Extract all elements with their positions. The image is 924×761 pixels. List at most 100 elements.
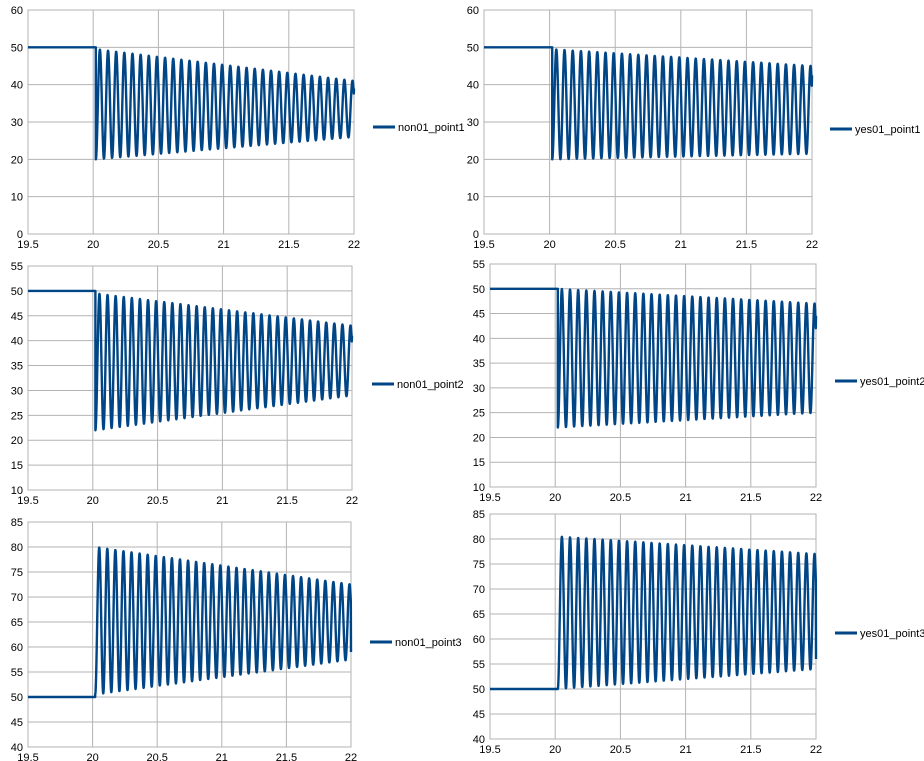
y-tick-label: 0 <box>473 229 479 241</box>
x-tick-label: 22 <box>810 492 822 504</box>
y-tick-label: 60 <box>473 634 485 646</box>
x-tick-label: 22 <box>810 744 822 756</box>
y-tick-label: 65 <box>11 617 23 629</box>
x-tick-label: 20.5 <box>146 752 167 761</box>
legend-label: non01_point2 <box>397 379 464 391</box>
y-tick-label: 25 <box>473 408 485 420</box>
y-tick-label: 30 <box>11 385 23 397</box>
x-tick-label: 19.5 <box>473 239 494 251</box>
y-tick-label: 30 <box>11 117 23 129</box>
x-tick-label: 21.5 <box>736 239 757 251</box>
x-tick-label: 21.5 <box>278 239 299 251</box>
y-tick-label: 45 <box>11 717 23 729</box>
x-tick-label: 21.5 <box>740 744 761 756</box>
y-tick-label: 85 <box>11 517 23 529</box>
x-tick-label: 22 <box>806 239 818 251</box>
y-tick-label: 10 <box>467 192 479 204</box>
legend-label: non01_point3 <box>395 637 462 649</box>
y-tick-label: 60 <box>11 642 23 654</box>
x-tick-label: 20 <box>87 495 99 507</box>
x-tick-label: 22 <box>348 239 360 251</box>
chart-panel: 40 45 50 55 60 65 70 75 80 85 19.5 20 20.5 21 21.5 22 ye… <box>473 509 924 756</box>
series-line <box>28 546 353 699</box>
x-tick-label: 21.5 <box>276 752 297 761</box>
chart-panel: 40 45 50 55 60 65 70 75 80 85 19.5 20 20.5 21 21.5 22 no… <box>11 517 462 761</box>
y-tick-label: 20 <box>11 435 23 447</box>
x-tick-label: 21 <box>679 744 691 756</box>
x-tick-label: 20.5 <box>147 495 168 507</box>
y-tick-label: 80 <box>11 542 23 554</box>
y-tick-label: 40 <box>473 734 485 746</box>
y-tick-label: 50 <box>467 42 479 54</box>
series-line <box>28 289 354 432</box>
x-tick-label: 21 <box>675 239 687 251</box>
y-tick-label: 75 <box>473 559 485 571</box>
y-tick-label: 50 <box>473 684 485 696</box>
y-tick-label: 15 <box>11 460 23 472</box>
y-tick-label: 50 <box>473 284 485 296</box>
x-tick-label: 19.5 <box>17 239 38 251</box>
y-tick-label: 20 <box>473 432 485 444</box>
y-tick-label: 55 <box>11 667 23 679</box>
legend-label: non01_point1 <box>398 122 465 134</box>
series-line <box>490 287 818 429</box>
y-tick-label: 60 <box>467 5 479 17</box>
chart-panel: 0 10 20 30 40 50 60 19.5 20 20.5 21 21.5 22 yes01_poi… <box>467 5 921 251</box>
x-tick-label: 21 <box>679 492 691 504</box>
chart-panel: 10 15 20 25 30 35 40 45 50 55 19.5 20 20.5 21 21.5 22 no… <box>11 261 464 507</box>
plot-frame <box>27 9 355 235</box>
y-tick-label: 20 <box>11 154 23 166</box>
y-tick-label: 10 <box>473 482 485 494</box>
y-tick-label: 45 <box>11 311 23 323</box>
y-tick-label: 50 <box>11 286 23 298</box>
y-tick-label: 45 <box>473 709 485 721</box>
y-tick-label: 35 <box>11 361 23 373</box>
series-line <box>28 46 356 161</box>
y-tick-label: 0 <box>17 229 23 241</box>
x-tick-label: 21 <box>217 239 229 251</box>
chart-panel: 0 10 20 30 40 50 60 19.5 20 20.5 21 21.5 22 non01_poi… <box>11 5 465 251</box>
x-tick-label: 20 <box>87 239 99 251</box>
y-tick-label: 55 <box>473 259 485 271</box>
y-tick-label: 35 <box>473 358 485 370</box>
y-tick-label: 30 <box>467 117 479 129</box>
y-tick-label: 70 <box>11 592 23 604</box>
y-tick-label: 50 <box>11 42 23 54</box>
x-tick-label: 20.5 <box>610 744 631 756</box>
y-tick-label: 40 <box>11 80 23 92</box>
y-tick-label: 80 <box>473 534 485 546</box>
x-tick-label: 22 <box>345 752 357 761</box>
y-tick-label: 15 <box>473 457 485 469</box>
x-tick-label: 20 <box>543 239 555 251</box>
y-tick-label: 75 <box>11 567 23 579</box>
y-tick-label: 60 <box>11 5 23 17</box>
chart-panel: 10 15 20 25 30 35 40 45 50 55 19.5 20 20.5 21 21.5 22 ye… <box>473 259 924 504</box>
y-tick-label: 40 <box>11 742 23 754</box>
y-tick-label: 40 <box>473 333 485 345</box>
x-tick-label: 21.5 <box>740 492 761 504</box>
y-tick-label: 30 <box>473 383 485 395</box>
x-tick-label: 21 <box>216 752 228 761</box>
y-tick-label: 25 <box>11 410 23 422</box>
x-tick-label: 19.5 <box>479 492 500 504</box>
x-tick-label: 20.5 <box>604 239 625 251</box>
y-tick-label: 10 <box>11 192 23 204</box>
plot-frame <box>489 263 817 488</box>
x-tick-label: 19.5 <box>479 744 500 756</box>
y-tick-label: 55 <box>473 659 485 671</box>
series-line <box>490 535 818 691</box>
x-tick-label: 20.5 <box>148 239 169 251</box>
plot-frame <box>483 9 813 235</box>
x-tick-label: 20.5 <box>610 492 631 504</box>
x-tick-label: 20 <box>86 752 98 761</box>
y-tick-label: 50 <box>11 692 23 704</box>
y-tick-label: 45 <box>473 309 485 321</box>
x-tick-label: 19.5 <box>17 495 38 507</box>
y-tick-label: 10 <box>11 485 23 497</box>
legend-label: yes01_point3 <box>860 628 924 640</box>
plot-frame <box>27 265 353 491</box>
x-tick-label: 20 <box>549 744 561 756</box>
x-tick-label: 20 <box>549 492 561 504</box>
y-tick-label: 20 <box>467 154 479 166</box>
y-tick-label: 85 <box>473 509 485 521</box>
